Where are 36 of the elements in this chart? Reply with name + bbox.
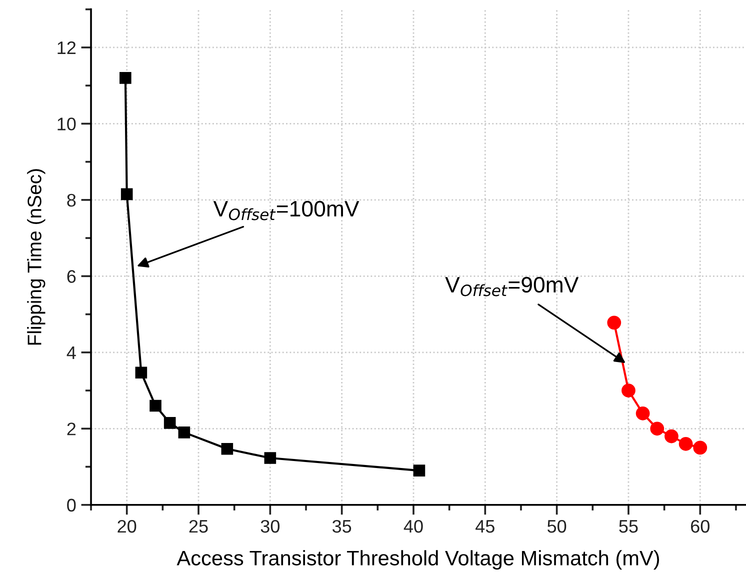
x-tick-label: 40: [404, 520, 423, 533]
x-tick-label: 60: [691, 520, 710, 533]
x-tick-label: 45: [476, 520, 494, 533]
x-tick-label: 55: [619, 520, 638, 533]
x-tick-label: 35: [332, 520, 352, 533]
point: [413, 464, 426, 476]
x-tick-label: 20: [118, 520, 136, 533]
point: [607, 316, 622, 330]
x-tick-label: 30: [260, 520, 280, 533]
y-tick-label: 12: [58, 41, 76, 54]
y-tick-label: 0: [67, 498, 76, 512]
x-tick-label: 50: [547, 520, 566, 533]
x-axis-title: Access Transistor Threshold Voltage Mismatch (mV): [176, 550, 660, 570]
y-tick-label: 2: [67, 422, 76, 436]
y-axis-title: Flipping Time (nSec): [27, 169, 46, 345]
point: [636, 406, 650, 420]
point: [178, 426, 190, 438]
x-tick-label: 25: [189, 520, 208, 533]
y-tick-label: 6: [67, 270, 76, 283]
point: [135, 366, 148, 379]
point: [120, 72, 132, 84]
y-tick-label: 4: [66, 346, 76, 359]
point: [150, 400, 162, 412]
y-tick-label: 8: [67, 194, 76, 207]
point: [221, 442, 234, 455]
point: [164, 417, 176, 429]
point: [664, 429, 678, 444]
point: [264, 452, 276, 464]
annotation: V$_{Offset}$=100mV: [213, 200, 360, 220]
point: [650, 422, 664, 436]
point: [678, 436, 693, 451]
point: [693, 440, 708, 455]
point: [120, 188, 133, 200]
point: [622, 384, 636, 398]
y-tick-label: 10: [58, 118, 76, 130]
annotation: V$_{Offset}$=90mV: [445, 276, 579, 296]
